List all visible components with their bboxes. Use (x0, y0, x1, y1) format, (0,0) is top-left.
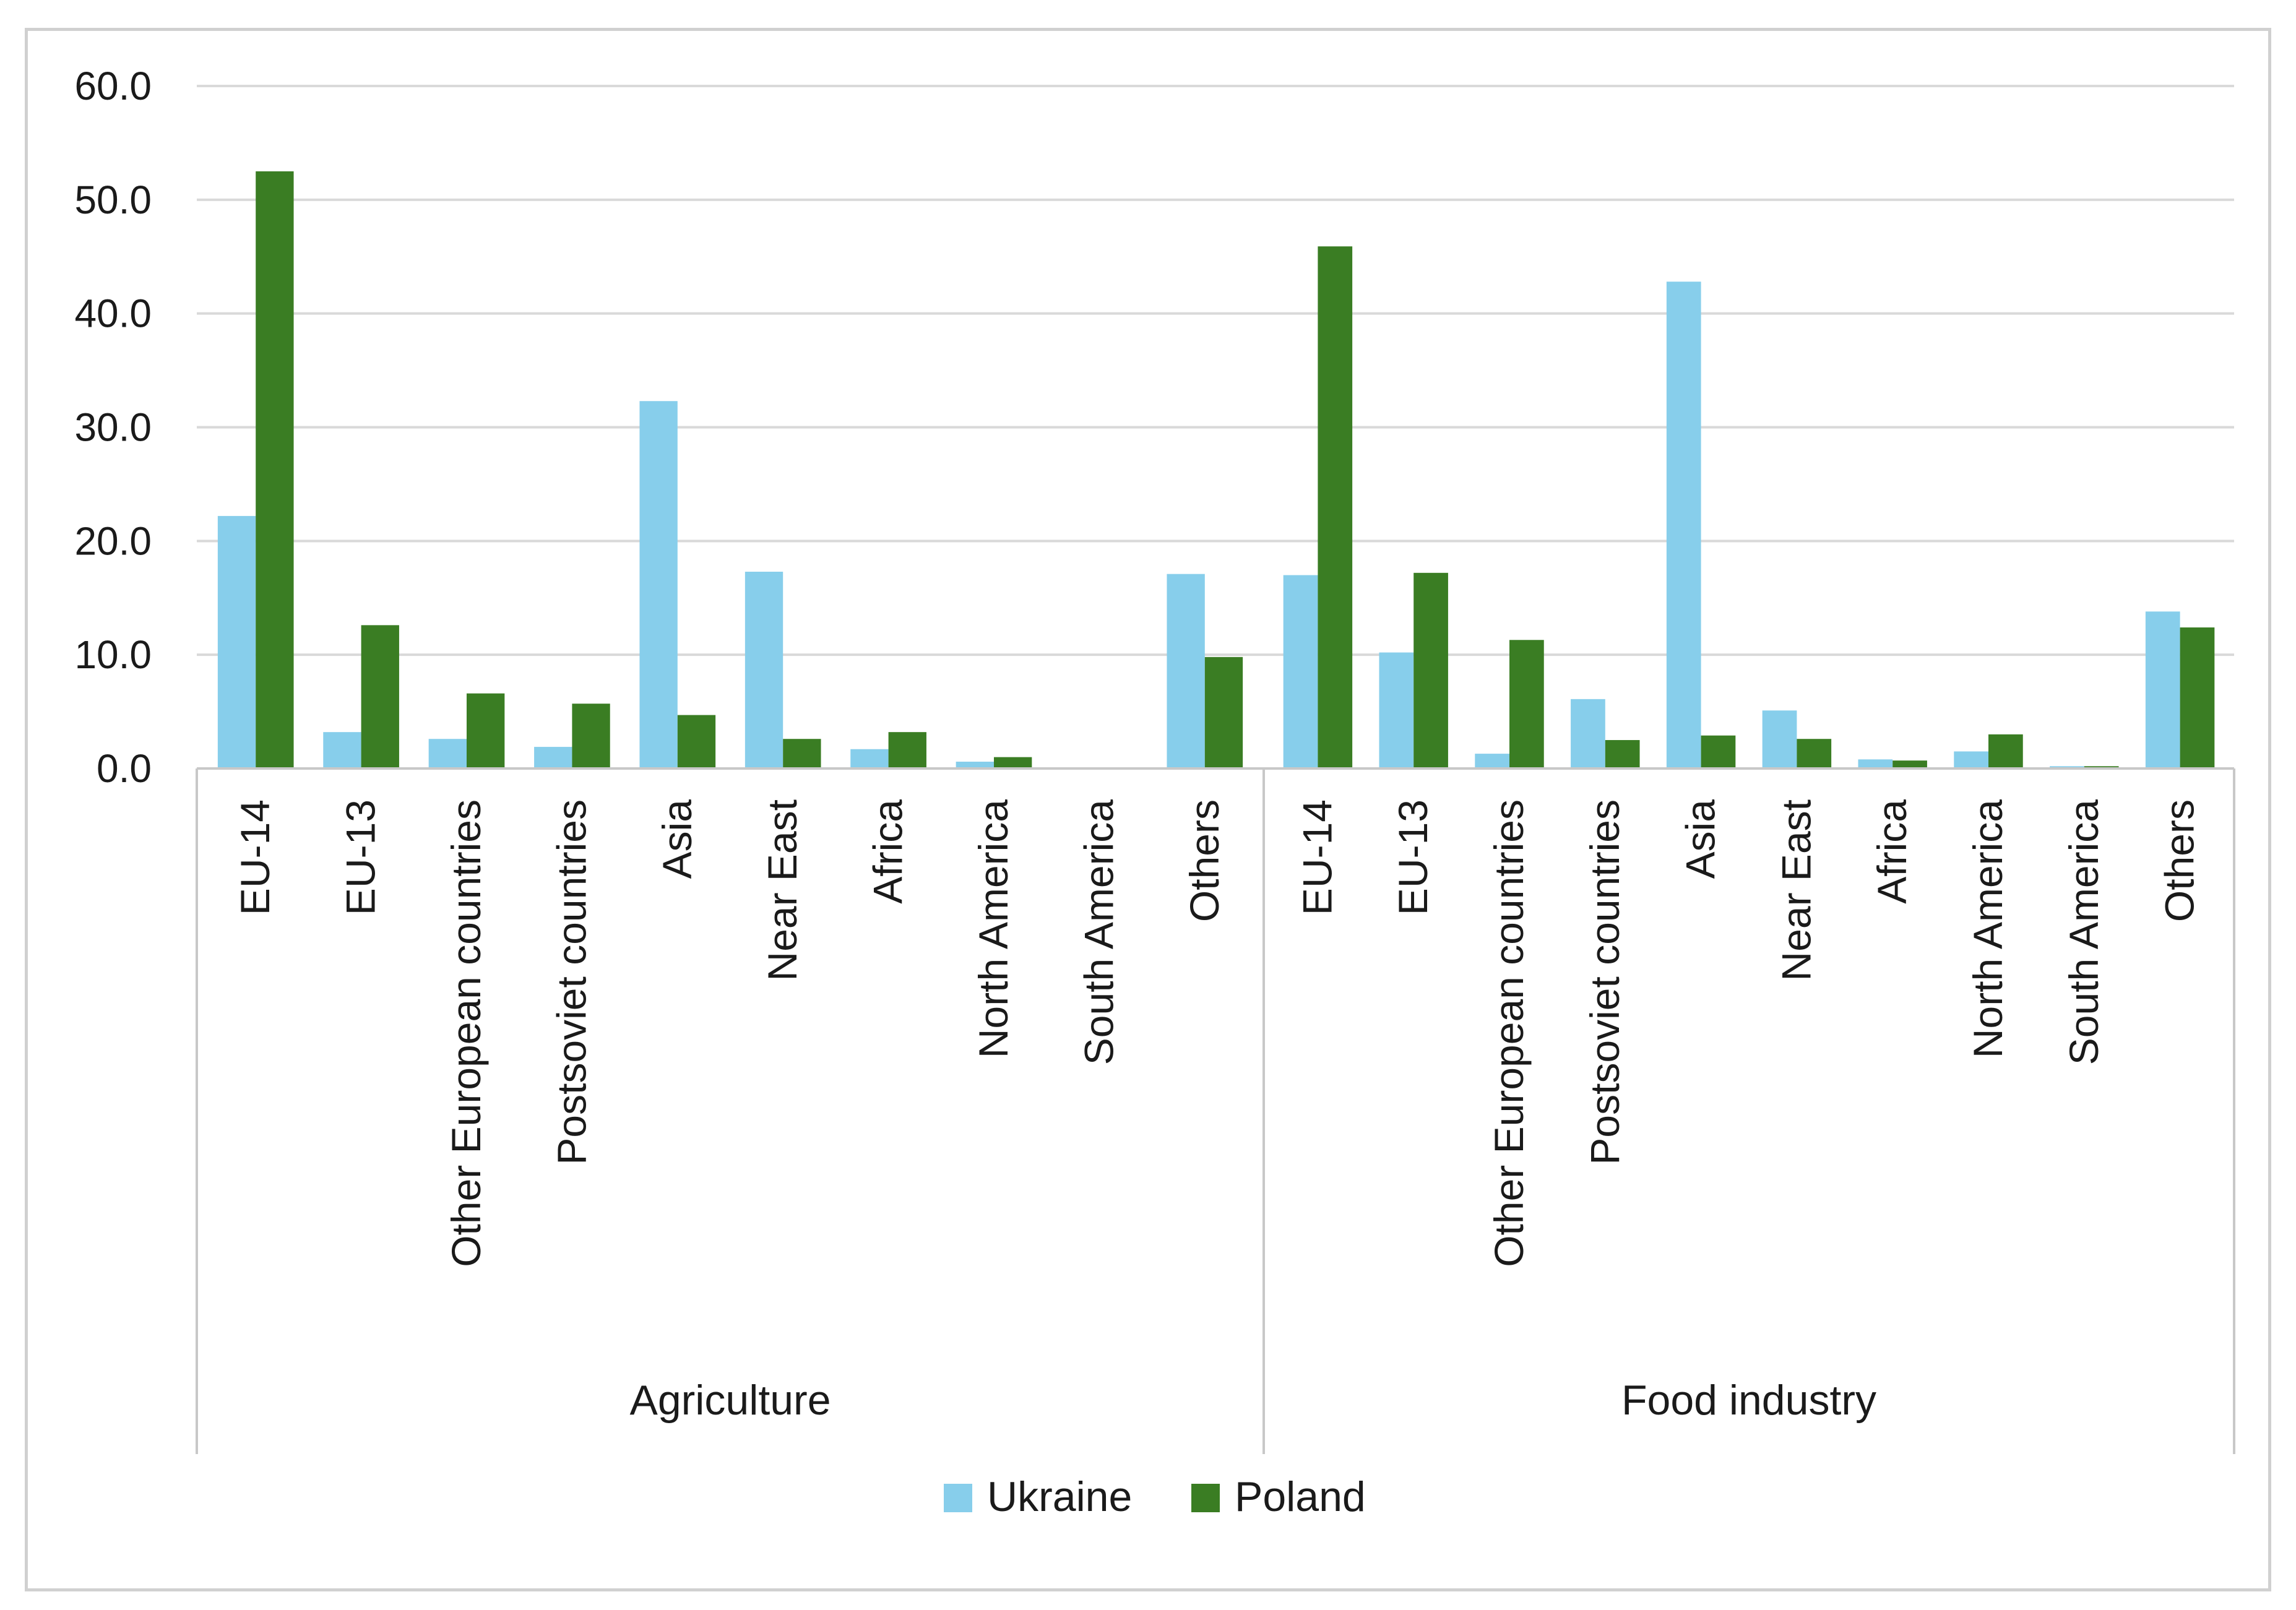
category-axis (196, 767, 2235, 1454)
bar-ukraine (1475, 754, 1509, 768)
bar-ukraine (534, 747, 572, 768)
y-tick-label: 50.0 (74, 178, 152, 222)
bar-ukraine (323, 732, 361, 768)
category-label: Other European countries (1486, 799, 1532, 1267)
legend-label-poland: Poland (1235, 1473, 1366, 1520)
legend: Ukraine Poland (944, 1473, 1366, 1520)
bar-ukraine (1283, 575, 1318, 768)
bar-ukraine (1379, 652, 1414, 768)
y-tick-label: 20.0 (74, 519, 152, 563)
y-axis-tick-labels: 0.0 10.0 20.0 30.0 40.0 50.0 60.0 (74, 64, 152, 791)
bar-poland (467, 693, 505, 768)
category-label: EU-13 (1390, 799, 1436, 915)
category-label: EU-14 (232, 799, 278, 915)
category-label: South America (2061, 799, 2107, 1065)
bar-poland (572, 704, 610, 768)
bars (217, 171, 2215, 769)
bar-poland (1204, 656, 1243, 768)
y-tick-label: 30.0 (74, 405, 152, 450)
bar-ukraine (1858, 759, 1893, 768)
bar-ukraine (639, 401, 678, 768)
y-tick-label: 40.0 (74, 291, 152, 336)
gridlines (197, 85, 2234, 656)
bar-ukraine (428, 739, 467, 768)
grouped-bar-chart: 0.0 10.0 20.0 30.0 40.0 50.0 60.0 EU-14 EU-13 Ot… (74, 64, 2235, 1520)
category-label: Other European countries (443, 799, 489, 1267)
bar-poland (256, 171, 294, 768)
group-label: Food industry (1621, 1377, 1876, 1424)
bar-poland (1797, 739, 1832, 768)
bar-poland (1605, 740, 1640, 768)
category-label: EU-13 (338, 799, 384, 915)
category-label: EU-14 (1294, 799, 1340, 915)
category-label: Asia (1678, 799, 1724, 879)
group-labels: Agriculture Food industry (629, 1377, 1876, 1424)
chart-frame: 0.0 10.0 20.0 30.0 40.0 50.0 60.0 EU-14 EU-13 Ot… (25, 28, 2271, 1591)
bar-poland (783, 739, 821, 768)
bar-ukraine (1571, 699, 1605, 768)
bar-poland (2180, 627, 2215, 768)
category-label: Postsoviet countries (548, 799, 594, 1165)
bar-poland (888, 732, 926, 768)
bar-ukraine (1762, 710, 1797, 768)
bar-ukraine (1666, 282, 1701, 768)
category-label: North America (1965, 799, 2011, 1058)
category-label: Africa (1869, 799, 1915, 904)
category-label: Others (1181, 799, 1227, 922)
legend-swatch-ukraine (944, 1484, 972, 1512)
bar-ukraine (2145, 611, 2180, 768)
category-label: Postsoviet countries (1582, 799, 1628, 1165)
bar-poland (1413, 572, 1448, 768)
bar-poland (1892, 760, 1927, 768)
category-label: Near East (759, 799, 805, 981)
bar-poland (361, 625, 399, 768)
category-label: Others (2157, 799, 2203, 922)
category-label: Asia (654, 799, 700, 879)
y-tick-label: 0.0 (97, 746, 152, 791)
bar-ukraine (217, 515, 256, 768)
bar-poland (677, 715, 716, 768)
bar-ukraine (956, 761, 994, 768)
bar-ukraine (1954, 751, 1988, 768)
category-label: Near East (1773, 799, 1819, 981)
category-label: South America (1076, 799, 1121, 1065)
category-labels: EU-14 EU-13 Other European countries Postso… (232, 799, 2202, 1267)
group-label: Agriculture (629, 1377, 831, 1424)
bar-poland (1318, 246, 1353, 769)
bar-poland (1701, 735, 1736, 768)
bar-poland (994, 757, 1032, 768)
bar-poland (1509, 640, 1544, 768)
category-label: Africa (865, 799, 911, 904)
legend-label-ukraine: Ukraine (987, 1473, 1132, 1520)
y-tick-label: 10.0 (74, 632, 152, 677)
category-label: North America (970, 799, 1016, 1058)
legend-swatch-poland (1191, 1484, 1220, 1512)
bar-ukraine (744, 571, 783, 768)
y-tick-label: 60.0 (74, 64, 152, 108)
bar-ukraine (1167, 574, 1205, 768)
bar-poland (1988, 734, 2023, 768)
bar-ukraine (850, 749, 889, 768)
